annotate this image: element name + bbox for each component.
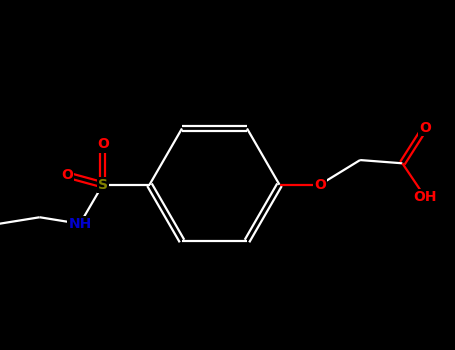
Text: OH: OH	[413, 190, 437, 204]
Text: O: O	[419, 120, 431, 134]
Text: NH: NH	[68, 217, 91, 231]
Text: O: O	[61, 168, 73, 182]
Text: O: O	[97, 138, 109, 152]
Text: O: O	[314, 178, 326, 192]
Text: S: S	[98, 178, 108, 192]
